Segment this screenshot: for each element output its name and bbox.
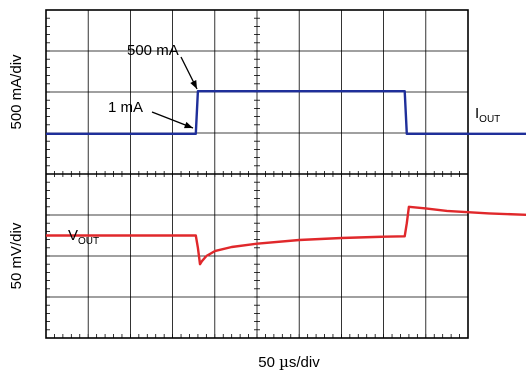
legend-vout-sub: OUT [78,236,99,247]
x-axis-label-number: 50 [258,354,275,371]
arrow-500ma-head [190,80,197,89]
traces [46,89,526,266]
legend-vout: VOUT [68,227,99,247]
legend-iout-main: I [475,105,479,122]
legend-iout: IOUT [475,105,500,125]
y-axis-label-voltage: 50 mV/div [8,222,25,289]
x-axis-label-mu: µ [279,353,289,371]
x-axis-label-unit: s/div [289,354,320,371]
annotation-arrows [151,56,198,129]
trace-iout [46,89,526,136]
x-axis-label: 50 µs/div [258,353,320,371]
trace-vout [46,205,526,266]
y-axis-label-current: 500 mA/div [8,54,25,130]
legend-iout-sub: OUT [479,114,500,125]
arrow-1ma-head [184,121,193,129]
legend-vout-main: V [68,227,78,244]
annotation-1ma: 1 mA [108,99,143,116]
graticule [45,9,469,339]
annotation-500ma: 500 mA [127,42,179,59]
